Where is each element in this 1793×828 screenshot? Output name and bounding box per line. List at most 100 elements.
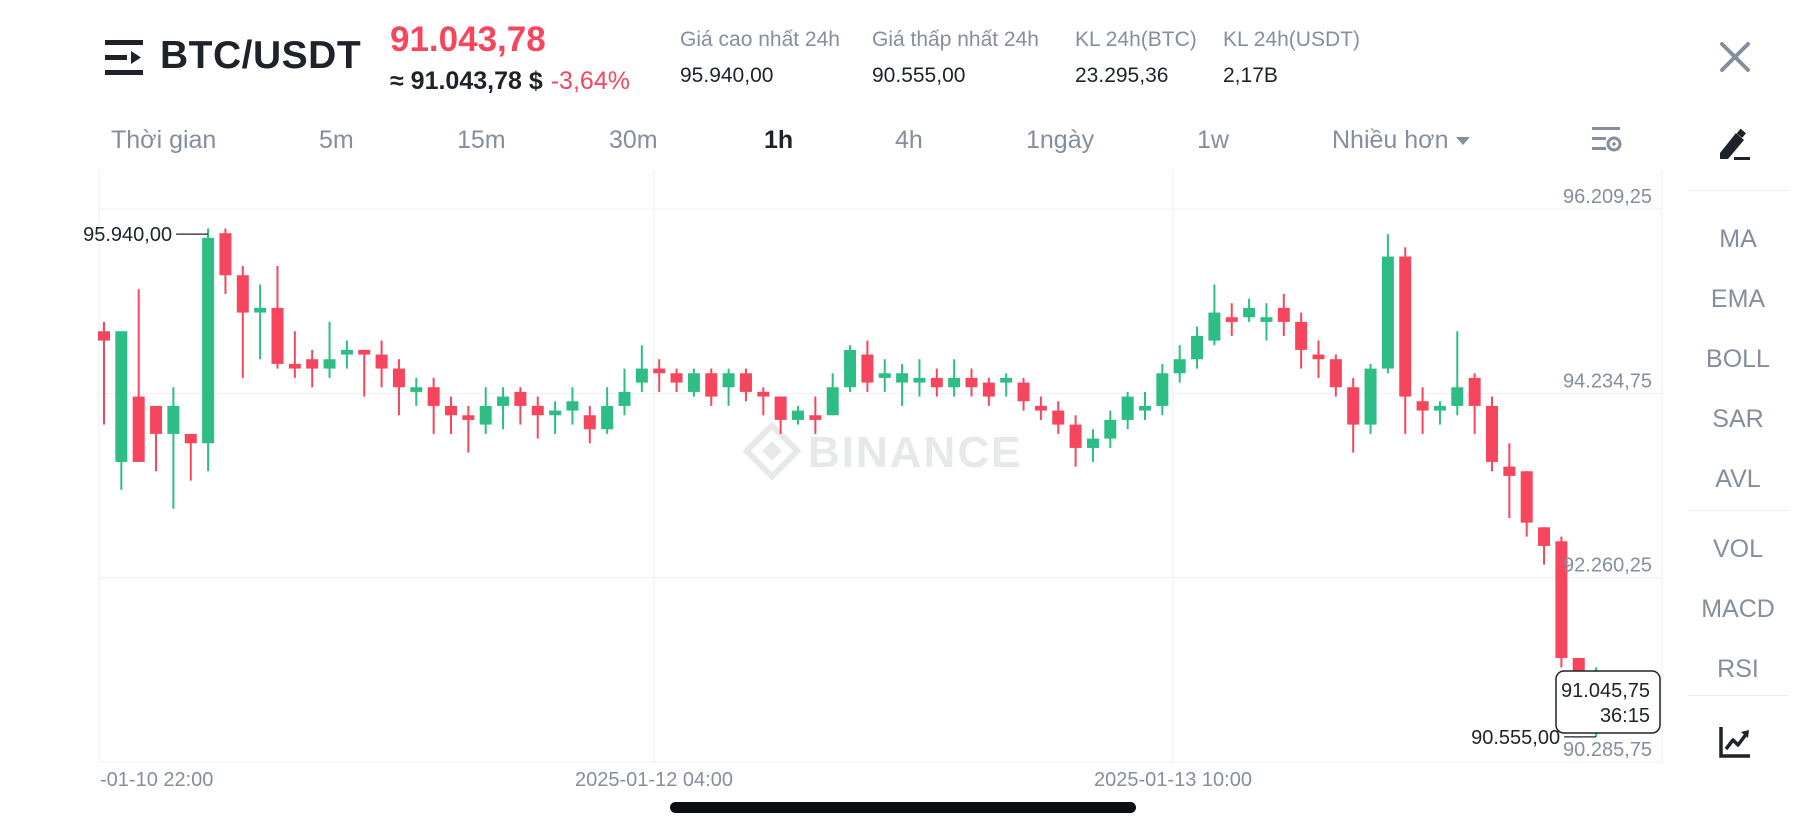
candle-body	[705, 373, 718, 397]
candle-body	[549, 410, 562, 416]
chart-settings-icon[interactable]	[1590, 124, 1624, 154]
candles	[98, 228, 1603, 737]
high-price-label: 95.940,00	[83, 224, 172, 246]
indicator-ema[interactable]: EMA	[1710, 285, 1766, 313]
candle-body	[150, 405, 163, 434]
binance-logo-icon	[742, 421, 802, 481]
candle-countdown: 36:15	[1600, 705, 1650, 727]
approx-price: ≈ 91.043,78 $	[390, 67, 543, 95]
candle-body	[1121, 396, 1134, 420]
candle-body	[184, 433, 197, 444]
candle-body	[392, 368, 405, 388]
timeframe-label[interactable]: Thời gian	[111, 126, 217, 154]
candle-body	[1329, 359, 1342, 388]
candle-body	[757, 391, 770, 397]
candle-body	[1156, 373, 1169, 406]
candle-body	[462, 415, 475, 420]
tab-5m[interactable]: 5m	[319, 126, 354, 154]
candle-body	[1000, 377, 1013, 383]
candle-body	[1086, 438, 1099, 448]
candle-body	[896, 373, 909, 383]
current-price-box	[1555, 670, 1661, 734]
tab-1w[interactable]: 1w	[1197, 126, 1229, 154]
candle-body	[115, 331, 128, 462]
candle-body	[236, 275, 249, 313]
indicator-sar[interactable]: SAR	[1712, 405, 1764, 433]
candle-body	[1052, 410, 1065, 425]
chart-axes: 96.209,25 94.234,75 92.260,25 90.285,75 -01-…	[100, 186, 1652, 791]
candle-body	[1069, 424, 1082, 448]
candle-body	[1416, 401, 1429, 411]
candle-body	[1486, 405, 1498, 462]
candle-body	[670, 373, 683, 383]
close-icon[interactable]	[1718, 40, 1752, 74]
candle-body	[514, 391, 527, 406]
stat-label: KL 24h(BTC)	[1075, 28, 1197, 51]
candle-body	[427, 387, 440, 406]
candle-body	[583, 415, 596, 430]
indicator-rsi[interactable]: RSI	[1717, 655, 1759, 683]
candle-body	[861, 354, 874, 383]
tab-30m[interactable]: 30m	[609, 126, 658, 154]
candle-body	[774, 396, 787, 420]
candle-body	[1139, 405, 1151, 411]
tab-1h[interactable]: 1h	[764, 126, 794, 154]
candle-body	[1208, 312, 1221, 341]
candle-body	[271, 307, 284, 364]
more-timeframes-dropdown[interactable]: Nhiều hơn	[1332, 126, 1471, 155]
tab-4h[interactable]: 4h	[895, 126, 923, 154]
divider	[1688, 510, 1788, 511]
candle-body	[566, 401, 579, 411]
candle-body	[340, 349, 353, 355]
draw-tool-icon[interactable]	[1716, 127, 1752, 163]
candle-body	[132, 396, 145, 462]
candle-body	[913, 377, 926, 383]
candle-body	[965, 377, 978, 388]
low-price-label: 90.555,00	[1471, 727, 1560, 749]
x-tick-label: 2025-01-13 10:00	[1094, 769, 1252, 791]
candle-body	[1538, 527, 1551, 546]
chart-type-icon[interactable]	[1718, 725, 1752, 759]
chart-overlays: 95.940,00 90.555,00 91.045,75 36:15	[83, 224, 1661, 749]
candle-body	[306, 359, 319, 369]
indicator-ma[interactable]: MA	[1719, 225, 1757, 253]
candle-body	[1017, 382, 1030, 402]
caret-down-icon	[1456, 137, 1471, 146]
candle-body	[98, 331, 110, 341]
tab-1day[interactable]: 1ngày	[1026, 126, 1095, 154]
stat-volume-btc: KL 24h(BTC) 23.295,36	[1075, 28, 1197, 88]
candle-body	[445, 405, 457, 416]
indicator-macd[interactable]: MACD	[1701, 595, 1775, 623]
candle-body	[1433, 405, 1446, 411]
candle-body	[739, 373, 752, 392]
candle-body	[1555, 541, 1568, 658]
y-tick-label: 96.209,25	[1563, 186, 1652, 208]
candle-body	[410, 387, 423, 392]
candle-body	[635, 368, 648, 383]
divider	[1688, 190, 1788, 191]
candle-body	[254, 307, 267, 313]
candle-body	[1295, 321, 1308, 350]
stat-label: KL 24h(USDT)	[1223, 28, 1360, 51]
candle-body	[167, 405, 180, 434]
tab-15m[interactable]: 15m	[457, 126, 506, 154]
price-chart[interactable]: BINANCE 95.940,00 90.555,00 91.045,75 36:15…	[0, 170, 1680, 800]
candle-body	[1364, 368, 1377, 425]
candle-body	[375, 354, 388, 369]
stat-low-24h: Giá thấp nhất 24h 90.555,00	[872, 28, 1039, 88]
pair-title[interactable]: BTC/USDT	[160, 34, 362, 77]
candle-body	[930, 377, 943, 388]
candle-body	[982, 382, 995, 397]
indicator-avl[interactable]: AVL	[1715, 465, 1761, 493]
candle-body	[1104, 419, 1117, 439]
y-tick-label: 92.260,25	[1563, 555, 1652, 577]
indicator-vol[interactable]: VOL	[1712, 535, 1764, 563]
candle-body	[687, 373, 700, 392]
candle-body	[531, 405, 544, 416]
candle-body	[1520, 471, 1533, 523]
candle-body	[288, 363, 301, 369]
more-label: Nhiều hơn	[1332, 126, 1449, 154]
indicator-boll[interactable]: BOLL	[1706, 345, 1770, 373]
menu-icon[interactable]	[105, 38, 143, 78]
candle-body	[618, 391, 631, 406]
